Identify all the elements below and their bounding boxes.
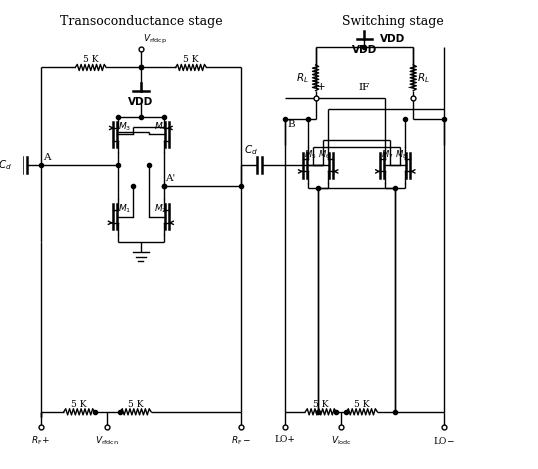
Text: A: A — [43, 153, 51, 162]
Text: VDD: VDD — [352, 45, 377, 55]
Text: $M_1$: $M_1$ — [118, 202, 131, 215]
Text: +: + — [317, 82, 326, 92]
Text: Transoconductance stage: Transoconductance stage — [60, 15, 222, 28]
Text: $V_{\rm rfdcn}$: $V_{\rm rfdcn}$ — [95, 435, 119, 447]
Text: $M_4$: $M_4$ — [154, 120, 167, 133]
Text: B: B — [287, 120, 295, 129]
Text: Switching stage: Switching stage — [342, 15, 443, 28]
Text: 5 K: 5 K — [72, 400, 87, 408]
Text: A': A' — [165, 174, 175, 182]
Text: VDD: VDD — [380, 34, 405, 44]
Text: $M_7$: $M_7$ — [381, 148, 393, 161]
Text: 5 K: 5 K — [128, 400, 144, 408]
Text: $C_d$: $C_d$ — [0, 158, 12, 172]
Text: IF: IF — [359, 83, 370, 92]
Text: LO$-$: LO$-$ — [433, 435, 455, 446]
Text: $C_d$: $C_d$ — [244, 144, 258, 158]
Text: 5 K: 5 K — [354, 400, 370, 408]
Text: 5 K: 5 K — [183, 55, 199, 64]
Text: $R_{\rm F}$+: $R_{\rm F}$+ — [31, 435, 50, 447]
Text: LO+: LO+ — [274, 435, 295, 444]
Text: $R_{\rm F}-$: $R_{\rm F}-$ — [231, 435, 251, 447]
Text: $M_8$: $M_8$ — [395, 148, 408, 161]
Text: $M_5$: $M_5$ — [304, 148, 316, 161]
Text: $V_{\rm rfdcp}$: $V_{\rm rfdcp}$ — [144, 33, 168, 46]
Text: -: - — [408, 82, 412, 92]
Text: $M_6$: $M_6$ — [318, 148, 331, 161]
Text: 5 K: 5 K — [83, 55, 98, 64]
Text: $R_L$: $R_L$ — [417, 71, 430, 84]
Text: 5 K: 5 K — [313, 400, 329, 408]
Text: $V_{\rm lodc}$: $V_{\rm lodc}$ — [331, 435, 352, 447]
Text: $R_L$: $R_L$ — [296, 71, 309, 84]
Text: VDD: VDD — [128, 97, 153, 107]
Text: $M_2$: $M_2$ — [154, 202, 167, 215]
Text: $M_3$: $M_3$ — [118, 120, 131, 133]
